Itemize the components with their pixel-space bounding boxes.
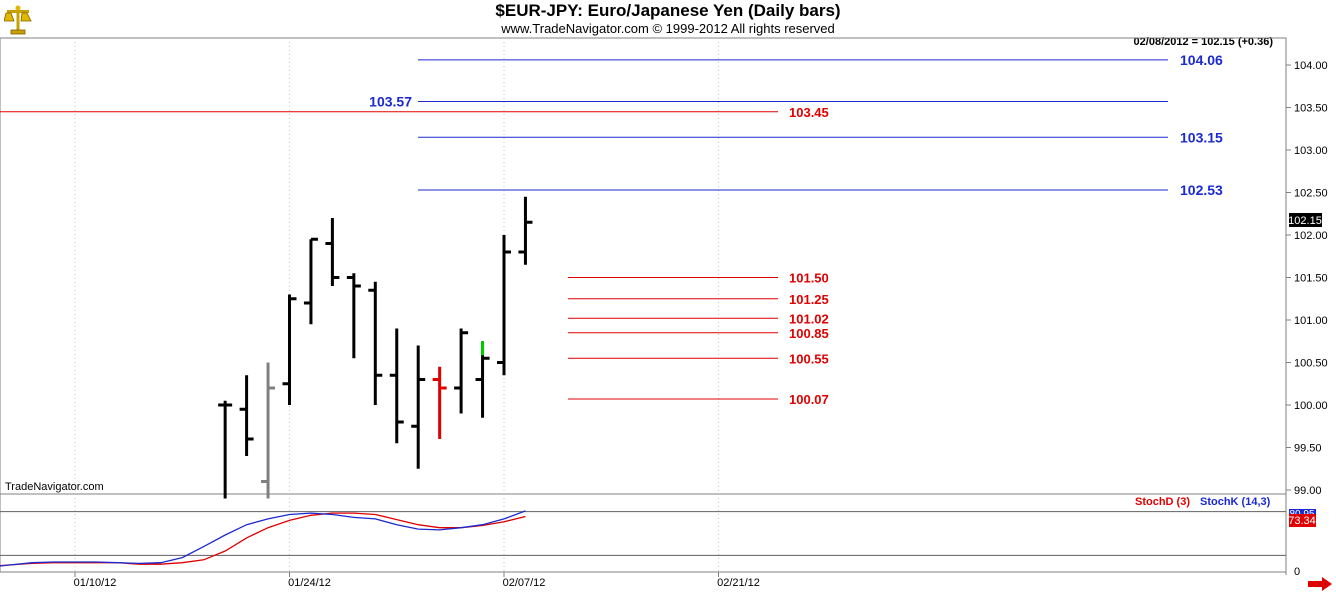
y-tick-label: 103.00: [1294, 145, 1328, 157]
x-tick-label: 01/24/12: [288, 577, 331, 589]
legend-stochd[interactable]: StochD (3): [1135, 496, 1190, 508]
y-tick-label: 99.00: [1294, 485, 1322, 497]
level-label: 101.50: [789, 271, 829, 286]
level-label: 100.85: [789, 326, 829, 341]
stochd-line: [0, 512, 526, 567]
level-label: 100.07: [789, 392, 829, 407]
price-readout: 02/08/2012 = 102.15 (+0.36): [1133, 36, 1273, 48]
y-tick-label: 100.50: [1294, 358, 1328, 370]
legend-stochk[interactable]: StochK (14,3): [1200, 496, 1271, 508]
y-tick-label: 101.00: [1294, 315, 1328, 327]
watermark: TradeNavigator.com: [5, 481, 104, 493]
y-tick-label: 104.00: [1294, 60, 1328, 72]
last-price-label: 102.15: [1288, 215, 1322, 227]
y-tick-label: 100.00: [1294, 400, 1328, 412]
y-tick-label: 102.50: [1294, 188, 1328, 200]
scales-logo-icon: [3, 4, 32, 36]
x-tick-label: 01/10/12: [74, 577, 117, 589]
y-tick-label: 99.50: [1294, 443, 1322, 455]
chart-title: $EUR-JPY: Euro/Japanese Yen (Daily bars): [495, 1, 841, 20]
level-label: 102.53: [1180, 182, 1223, 198]
scroll-right-arrow-icon[interactable]: [1308, 577, 1332, 591]
stoch-panel-border: [0, 493, 1287, 573]
stochk-line: [0, 510, 526, 567]
stoch-y-tick-label: 0: [1294, 566, 1300, 578]
stochk-value-badge: [1289, 509, 1316, 518]
y-tick-label: 101.50: [1294, 273, 1328, 285]
level-label: 104.06: [1180, 52, 1223, 68]
level-label: 101.02: [789, 311, 829, 326]
last-price-badge: [1289, 213, 1322, 227]
level-label: 103.45: [789, 105, 829, 120]
stochd-value-label: 73.34: [1288, 515, 1316, 527]
level-label: 103.57: [369, 94, 412, 110]
level-label: 100.55: [789, 351, 829, 366]
level-label: 101.25: [789, 292, 829, 307]
price-panel-border: [0, 37, 1287, 495]
level-label: 103.15: [1180, 129, 1223, 145]
y-tick-label: 102.00: [1294, 230, 1328, 242]
x-tick-label: 02/21/12: [717, 577, 760, 589]
y-tick-label: 103.50: [1294, 103, 1328, 115]
x-tick-label: 02/07/12: [503, 577, 546, 589]
chart-subtitle: www.TradeNavigator.com © 1999-2012 All r…: [501, 21, 835, 36]
stochd-value-badge: [1289, 514, 1316, 527]
